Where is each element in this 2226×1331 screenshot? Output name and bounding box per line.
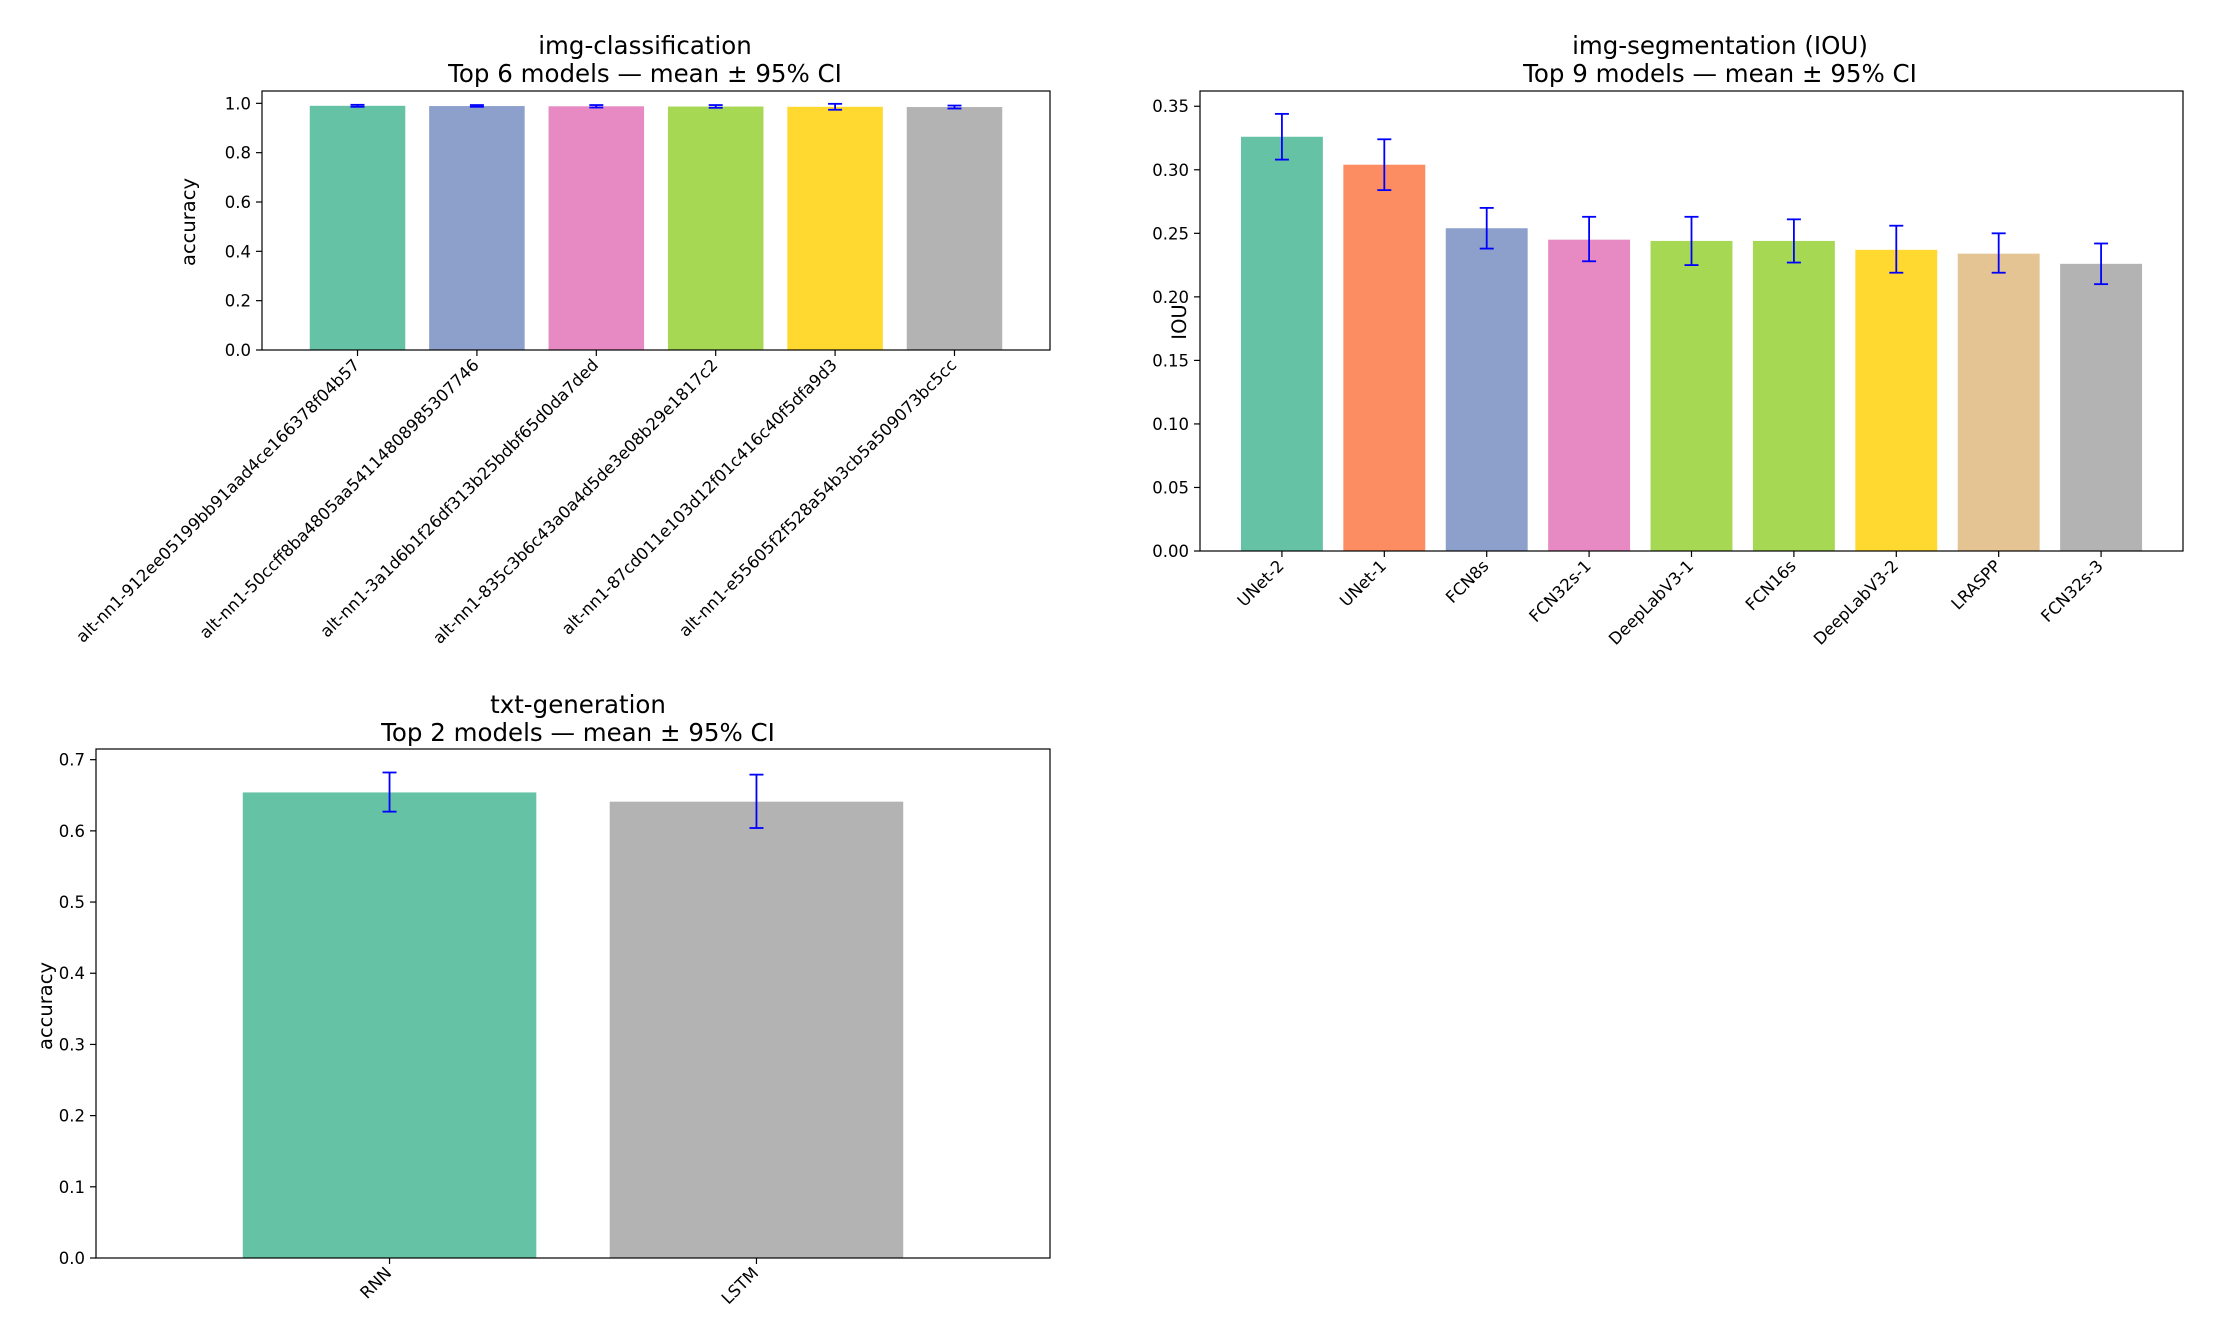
x-tick-label: FCN16s — [1742, 556, 1800, 614]
y-tick-label: 0.00 — [1152, 542, 1189, 561]
y-tick-label: 0.0 — [225, 341, 251, 360]
chart-title: txt-generation — [490, 690, 666, 719]
error-bar — [947, 104, 962, 110]
x-tick-label: DeepLabV3-2 — [1810, 556, 1902, 648]
chart-txt-generation: txt-generation Top 2 models — mean ± 95%… — [34, 690, 1051, 1308]
x-tick-label: LRASPP — [1947, 556, 2004, 613]
chart-subtitle: Top 9 models — mean ± 95% CI — [1522, 59, 1917, 88]
error-bar — [1377, 138, 1392, 192]
x-tick-label: FCN8s — [1442, 556, 1493, 607]
bar — [309, 105, 406, 350]
bar — [609, 801, 904, 1258]
plot-frame — [261, 90, 1051, 351]
chart-img-segmentation: img-segmentation (IOU) Top 9 models — me… — [1152, 31, 2184, 649]
bar — [1548, 239, 1631, 552]
bar — [1240, 136, 1323, 551]
x-tick-label: alt-nn1-835c3b6c43a0a4d5de3e08b29e1817c2 — [429, 355, 721, 647]
bar — [242, 792, 537, 1258]
x-tick-label: UNet-1 — [1336, 556, 1390, 610]
x-tick-label: FCN32s-3 — [2037, 556, 2107, 626]
y-tick-label: 0.0 — [59, 1249, 85, 1268]
bar — [1752, 240, 1835, 551]
y-tick-label: 0.10 — [1152, 415, 1189, 434]
x-tick-label: DeepLabV3-1 — [1605, 556, 1697, 648]
bar — [1343, 164, 1426, 551]
x-tick-label: RNN — [356, 1263, 395, 1302]
x-tick-label: alt-nn1-e55605f2f528a54b3cb5a509073bc5cc — [675, 355, 960, 640]
bar — [1957, 253, 2040, 551]
y-tick-label: 0.5 — [59, 893, 85, 912]
bar — [787, 106, 883, 350]
bar — [667, 106, 764, 350]
y-tick-label: 0.05 — [1152, 478, 1189, 497]
y-tick-label: 0.35 — [1152, 97, 1189, 116]
error-bar — [350, 103, 365, 108]
y-tick-label: 0.20 — [1152, 288, 1189, 307]
error-bar — [1991, 232, 2006, 274]
bar — [1650, 240, 1733, 551]
x-tick-label: alt-nn1-50ccff8ba4805aa54114808985307746 — [196, 355, 483, 642]
chart-subtitle: Top 6 models — mean ± 95% CI — [447, 59, 842, 88]
error-bar — [1479, 207, 1494, 250]
y-axis-label: accuracy — [34, 962, 57, 1050]
chart-title: img-classification — [538, 31, 752, 60]
bar — [548, 106, 645, 350]
bar — [2060, 263, 2143, 551]
error-bar — [749, 773, 764, 829]
error-bar — [1684, 215, 1699, 266]
bar — [906, 107, 1003, 350]
error-bar — [382, 771, 397, 813]
x-tick-label: LSTM — [718, 1263, 763, 1308]
y-tick-label: 0.3 — [59, 1035, 85, 1054]
y-tick-label: 0.4 — [59, 964, 85, 983]
y-tick-label: 0.2 — [225, 292, 251, 311]
error-bar — [1786, 218, 1801, 264]
x-tick-label: alt-nn1-3a1d6b1f26df313b25bdbf65d0da7ded — [316, 355, 602, 641]
y-axis-label: IOU — [1168, 304, 1191, 339]
plot-frame — [95, 748, 1051, 1259]
error-bar — [828, 102, 843, 111]
chart-img-classification: img-classification Top 6 models — mean ±… — [72, 31, 1051, 648]
y-tick-label: 0.2 — [59, 1107, 85, 1126]
y-tick-label: 0.6 — [225, 193, 251, 212]
y-tick-label: 0.30 — [1152, 161, 1189, 180]
y-tick-label: 0.25 — [1152, 224, 1189, 243]
x-tick-label: alt-nn1-87cd011e103d12f01c416c40f5dfa9d3 — [558, 355, 841, 638]
y-tick-label: 0.15 — [1152, 351, 1189, 370]
error-bar — [708, 104, 723, 109]
error-bar — [1889, 224, 1904, 274]
x-tick-label: FCN32s-1 — [1525, 556, 1595, 626]
y-axis-label: accuracy — [177, 178, 200, 266]
y-tick-label: 1.0 — [225, 94, 251, 113]
y-tick-label: 0.7 — [59, 751, 85, 770]
error-bar — [1274, 112, 1289, 161]
error-bar — [469, 104, 484, 108]
y-tick-label: 0.1 — [59, 1178, 85, 1197]
bar — [1445, 228, 1528, 552]
y-tick-label: 0.8 — [225, 144, 251, 163]
error-bar — [1582, 215, 1597, 263]
error-bar — [2094, 242, 2109, 286]
x-tick-label: UNet-2 — [1234, 556, 1288, 610]
bar — [429, 106, 525, 350]
chart-subtitle: Top 2 models — mean ± 95% CI — [380, 718, 775, 747]
error-bar — [589, 104, 604, 109]
bar — [1855, 249, 1938, 551]
y-tick-label: 0.4 — [225, 242, 251, 261]
y-tick-label: 0.6 — [59, 822, 85, 841]
x-tick-label: alt-nn1-912ee05199bb91aad4ce166378f04b57 — [72, 355, 363, 646]
chart-title: img-segmentation (IOU) — [1572, 31, 1868, 60]
